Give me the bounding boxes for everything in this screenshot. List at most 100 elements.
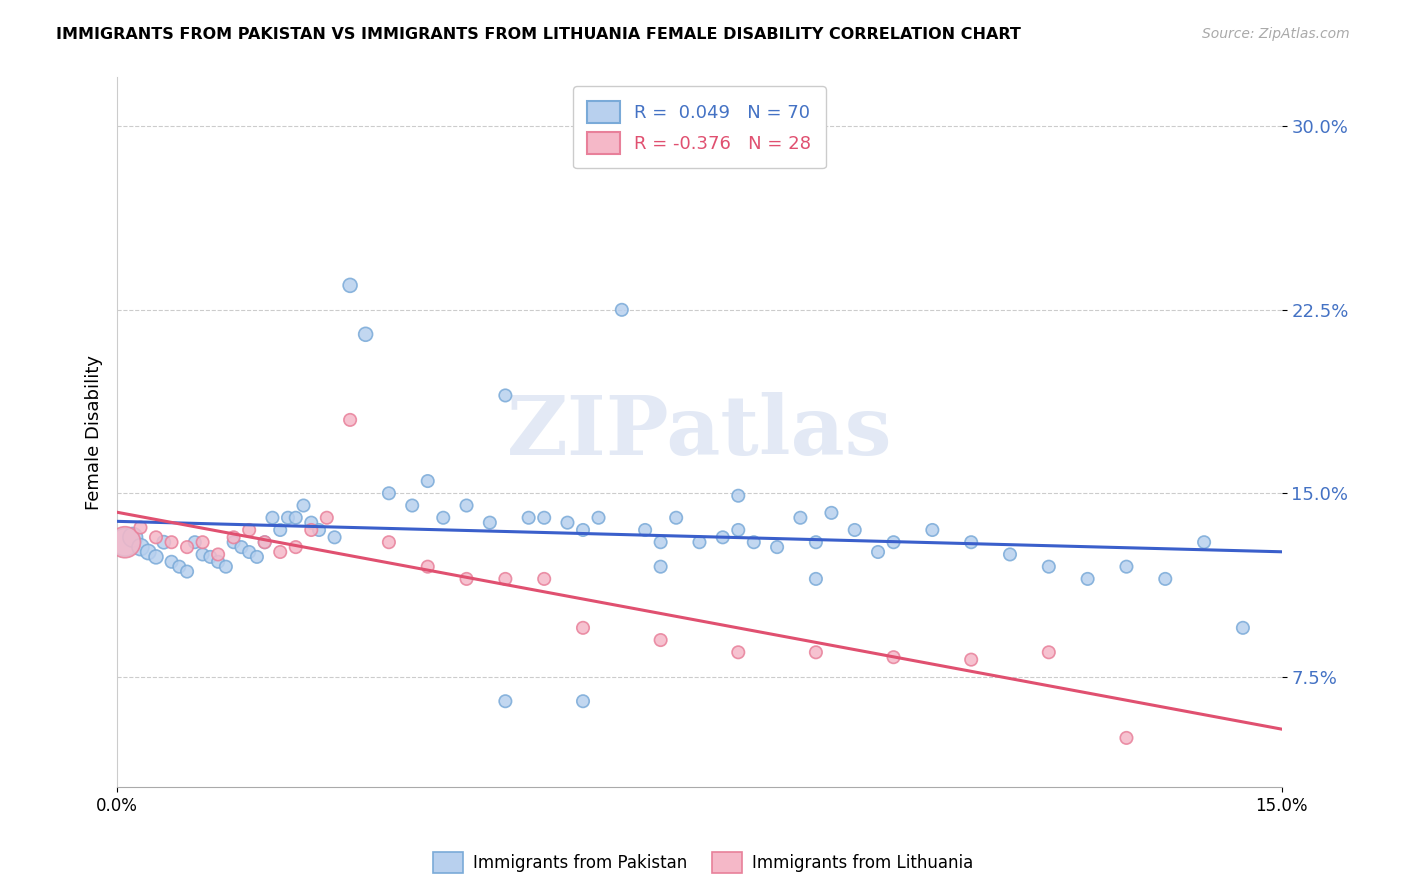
Point [401, 499, 423, 513]
Point [269, 523, 291, 537]
Point [998, 548, 1021, 562]
Point [262, 510, 284, 524]
Point [1077, 572, 1099, 586]
Point [269, 545, 291, 559]
Point [804, 645, 827, 659]
Point [200, 549, 222, 564]
Point [883, 650, 905, 665]
Point [378, 535, 401, 549]
Point [742, 535, 765, 549]
Point [191, 535, 214, 549]
Point [277, 510, 299, 524]
Point [804, 572, 827, 586]
Point [1115, 559, 1137, 574]
Point [960, 653, 983, 667]
Point [121, 530, 143, 544]
Point [921, 523, 943, 537]
Point [650, 559, 672, 574]
Point [572, 621, 595, 635]
Point [299, 516, 322, 530]
Text: ZIPatlas: ZIPatlas [506, 392, 893, 472]
Point [145, 530, 167, 544]
Point [308, 523, 330, 537]
Point [634, 523, 657, 537]
Point [432, 510, 454, 524]
Point [456, 572, 478, 586]
Point [253, 535, 276, 549]
Point [339, 413, 361, 427]
Point [160, 555, 183, 569]
Point [207, 555, 229, 569]
Point [727, 523, 749, 537]
Point [339, 278, 361, 293]
Point [711, 530, 734, 544]
Point [1154, 572, 1177, 586]
Point [145, 549, 167, 564]
Point [557, 516, 579, 530]
Point [766, 540, 789, 554]
Point [650, 633, 672, 648]
Point [136, 545, 159, 559]
Point [494, 572, 516, 586]
Point [129, 520, 152, 534]
Point [191, 548, 214, 562]
Point [866, 545, 889, 559]
Point [222, 535, 245, 549]
Text: Source: ZipAtlas.com: Source: ZipAtlas.com [1202, 27, 1350, 41]
Legend: R =  0.049   N = 70, R = -0.376   N = 28: R = 0.049 N = 70, R = -0.376 N = 28 [574, 87, 825, 169]
Point [727, 489, 749, 503]
Point [572, 694, 595, 708]
Point [176, 540, 198, 554]
Point [152, 535, 174, 549]
Point [416, 559, 439, 574]
Point [1038, 645, 1060, 659]
Point [960, 535, 983, 549]
Point [1115, 731, 1137, 745]
Point [231, 540, 253, 554]
Point [572, 523, 595, 537]
Point [215, 559, 238, 574]
Point [416, 474, 439, 488]
Point [1232, 621, 1254, 635]
Legend: Immigrants from Pakistan, Immigrants from Lithuania: Immigrants from Pakistan, Immigrants fro… [426, 846, 980, 880]
Point [789, 510, 811, 524]
Point [207, 548, 229, 562]
Point [114, 535, 136, 549]
Point [883, 535, 905, 549]
Point [176, 565, 198, 579]
Point [169, 559, 191, 574]
Point [129, 540, 152, 554]
Point [478, 516, 501, 530]
Point [494, 388, 516, 402]
Point [299, 523, 322, 537]
Point [253, 535, 276, 549]
Point [650, 535, 672, 549]
Point [688, 535, 710, 549]
Text: IMMIGRANTS FROM PAKISTAN VS IMMIGRANTS FROM LITHUANIA FEMALE DISABILITY CORRELAT: IMMIGRANTS FROM PAKISTAN VS IMMIGRANTS F… [56, 27, 1021, 42]
Point [160, 535, 183, 549]
Point [533, 572, 555, 586]
Point [354, 327, 377, 342]
Y-axis label: Female Disability: Female Disability [86, 355, 103, 509]
Point [844, 523, 866, 537]
Point [494, 694, 516, 708]
Point [588, 510, 610, 524]
Point [517, 510, 540, 524]
Point [610, 302, 633, 317]
Point [727, 645, 749, 659]
Point [292, 499, 315, 513]
Point [1038, 559, 1060, 574]
Point [238, 523, 260, 537]
Point [804, 535, 827, 549]
Point [456, 499, 478, 513]
Point [284, 540, 307, 554]
Point [284, 510, 307, 524]
Point [378, 486, 401, 500]
Point [238, 545, 260, 559]
Point [184, 535, 207, 549]
Point [665, 510, 688, 524]
Point [246, 549, 269, 564]
Point [1192, 535, 1215, 549]
Point [222, 530, 245, 544]
Point [114, 535, 136, 549]
